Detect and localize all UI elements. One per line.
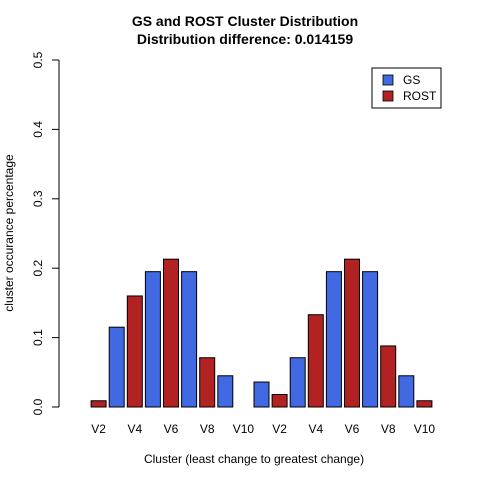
bar-rost-4 [127,296,142,407]
bar-rost-6 [164,259,179,407]
y-tick-label: 0.5 [31,51,45,68]
legend: GS ROST [372,68,441,108]
y-axis: 0.0 0.1 0.2 0.3 0.4 0.5 [31,51,59,415]
bar-rost-18 [381,346,396,407]
chart-subtitle: Distribution difference: 0.014159 [137,31,354,47]
legend-label-gs: GS [403,73,420,87]
y-tick-label: 0.3 [31,190,45,207]
y-ticks: 0.0 0.1 0.2 0.3 0.4 0.5 [31,51,59,415]
x-tick-label: V6 [345,422,360,436]
x-tick-label: V8 [200,422,215,436]
chart-title: GS and ROST Cluster Distribution [132,13,358,29]
x-tick-label: V8 [381,422,396,436]
legend-label-rost: ROST [403,89,437,103]
bar-gs-13 [290,358,305,407]
bar-gs-17 [363,272,378,407]
bar-gs-15 [326,272,341,407]
x-tick-label: V2 [272,422,287,436]
bar-rost-2 [91,401,106,407]
x-tick-label: V4 [127,422,142,436]
y-axis-label: cluster occurance percentage [2,154,16,312]
legend-swatch-rost [383,91,393,101]
bar-rost-20 [417,401,432,407]
x-tick-label: V4 [308,422,323,436]
y-tick-label: 0.2 [31,260,45,277]
x-tick-label: V10 [233,422,255,436]
bar-gs-9 [218,376,233,407]
x-tick-label: V2 [91,422,106,436]
bar-rost-8 [200,358,215,407]
legend-swatch-gs [383,75,393,85]
x-tick-label: V6 [164,422,179,436]
bar-gs-19 [399,376,414,407]
bar-rost-12 [272,395,287,407]
x-axis-label: Cluster (least change to greatest change… [144,452,364,466]
x-tick-labels: V2 V4 V6 V8 V10 V2 V4 V6 V8 V10 [91,422,435,436]
bar-gs-3 [109,327,124,407]
bar-rost-16 [345,259,360,407]
y-tick-label: 0.0 [31,398,45,415]
bars [91,259,432,407]
bar-gs-11 [254,382,269,407]
x-tick-label: V10 [414,422,436,436]
bar-gs-7 [182,272,197,407]
bar-gs-5 [145,272,160,407]
y-tick-label: 0.4 [31,121,45,138]
bar-rost-14 [308,315,323,407]
y-tick-label: 0.1 [31,329,45,346]
